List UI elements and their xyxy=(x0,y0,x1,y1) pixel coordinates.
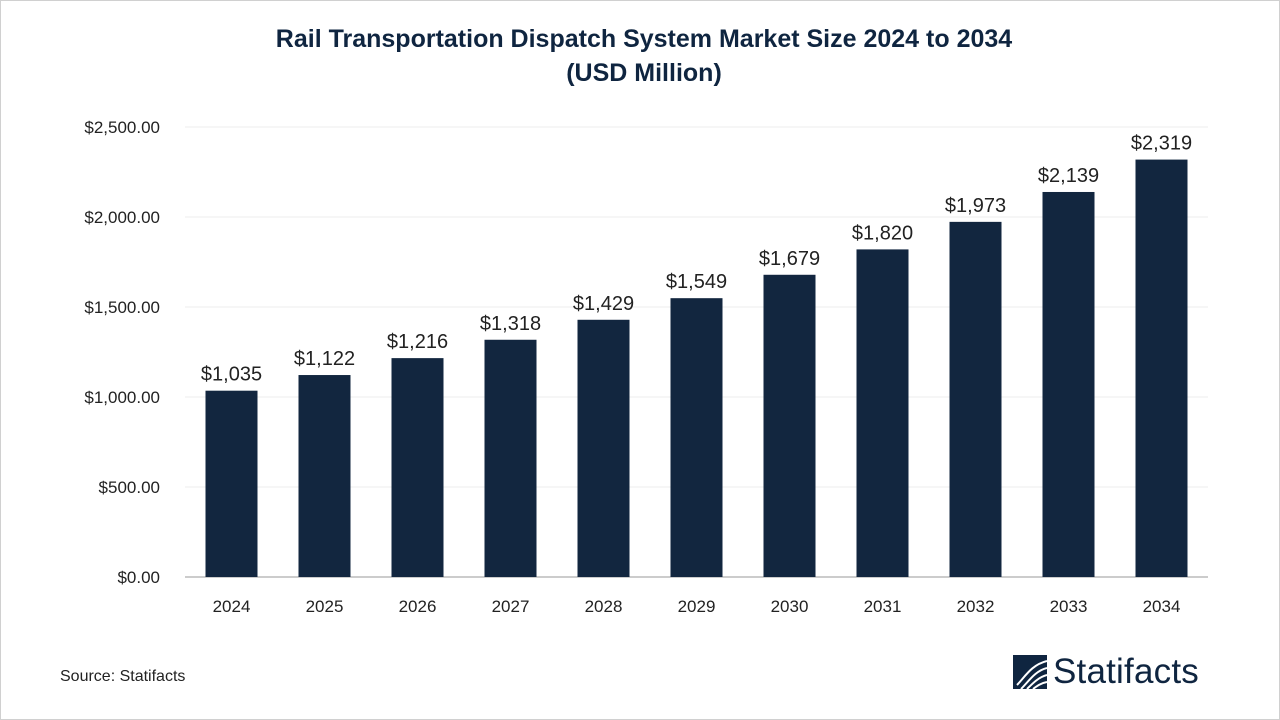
bar-2033 xyxy=(1042,191,1095,578)
x-tick-label: 2025 xyxy=(306,597,344,616)
bar-2024 xyxy=(205,390,258,577)
x-tick-label: 2028 xyxy=(585,597,623,616)
data-label-2030: $1,679 xyxy=(759,248,820,270)
x-tick-label: 2031 xyxy=(864,597,902,616)
data-label-2032: $1,973 xyxy=(945,195,1006,217)
y-tick-label: $1,000.00 xyxy=(84,388,160,407)
y-tick-label: $1,500.00 xyxy=(84,298,160,317)
logo-text: Statifacts xyxy=(1053,652,1199,691)
x-tick-label: 2030 xyxy=(771,597,809,616)
bar-2026 xyxy=(391,358,444,577)
statifacts-logo: Statifacts xyxy=(1013,652,1199,692)
bar-2034 xyxy=(1135,159,1188,577)
data-label-2031: $1,820 xyxy=(852,222,913,244)
data-label-2033: $2,139 xyxy=(1038,165,1099,187)
x-tick-label: 2034 xyxy=(1143,597,1181,616)
logo-mark-icon xyxy=(1013,655,1047,689)
x-tick-label: 2027 xyxy=(492,597,530,616)
data-label-2034: $2,319 xyxy=(1131,133,1192,155)
bar-2025 xyxy=(298,375,351,577)
data-label-2026: $1,216 xyxy=(387,331,448,353)
bar-2029 xyxy=(670,298,723,577)
y-tick-label: $500.00 xyxy=(99,478,160,497)
data-label-2024: $1,035 xyxy=(201,364,262,386)
bar-2030 xyxy=(763,274,816,577)
source-note: Source: Statifacts xyxy=(60,668,186,685)
bar-2027 xyxy=(484,339,537,577)
x-tick-label: 2024 xyxy=(213,597,251,616)
title-text: Rail Transportation Dispatch System Mark… xyxy=(275,25,1013,53)
data-label-2025: $1,122 xyxy=(294,348,355,370)
x-tick-label: 2033 xyxy=(1050,597,1088,616)
data-label-2028: $1,429 xyxy=(573,293,634,315)
y-tick-label: $2,500.00 xyxy=(84,118,160,137)
y-tick-label: $0.00 xyxy=(117,568,160,587)
bar-2031 xyxy=(856,249,909,577)
subtitle-text: (USD Million) xyxy=(566,59,722,87)
x-tick-label: 2032 xyxy=(957,597,995,616)
x-tick-label: 2029 xyxy=(678,597,716,616)
bar-2032 xyxy=(949,221,1002,578)
bar-2028 xyxy=(577,319,630,577)
y-tick-label: $2,000.00 xyxy=(84,208,160,227)
x-tick-label: 2026 xyxy=(399,597,437,616)
chart-title: Rail Transportation Dispatch System Mark… xyxy=(0,22,1280,90)
data-label-2029: $1,549 xyxy=(666,271,727,293)
data-label-2027: $1,318 xyxy=(480,313,541,335)
